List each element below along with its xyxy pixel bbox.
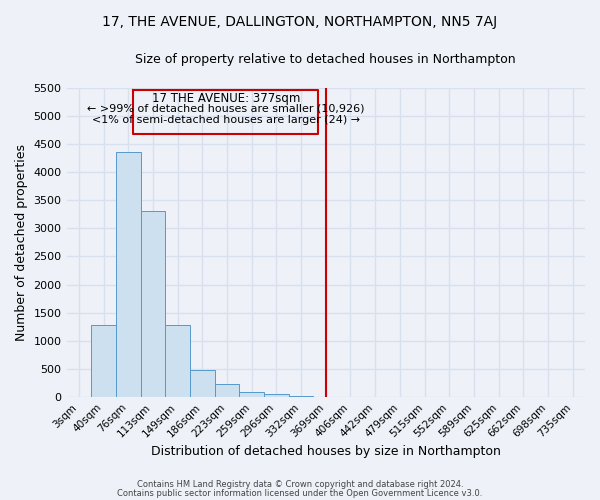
Text: 17, THE AVENUE, DALLINGTON, NORTHAMPTON, NN5 7AJ: 17, THE AVENUE, DALLINGTON, NORTHAMPTON,…: [103, 15, 497, 29]
Bar: [91, 325, 116, 397]
Bar: [190, 370, 215, 397]
Bar: [239, 392, 264, 397]
Bar: [264, 394, 289, 397]
Bar: [116, 152, 140, 397]
Bar: [165, 325, 190, 397]
Bar: [140, 212, 165, 397]
Text: Contains HM Land Registry data © Crown copyright and database right 2024.: Contains HM Land Registry data © Crown c…: [137, 480, 463, 489]
Text: 17 THE AVENUE: 377sqm: 17 THE AVENUE: 377sqm: [152, 92, 300, 104]
Text: <1% of semi-detached houses are larger (24) →: <1% of semi-detached houses are larger (…: [92, 114, 360, 124]
Y-axis label: Number of detached properties: Number of detached properties: [15, 144, 28, 341]
Text: Contains public sector information licensed under the Open Government Licence v3: Contains public sector information licen…: [118, 489, 482, 498]
X-axis label: Distribution of detached houses by size in Northampton: Distribution of detached houses by size …: [151, 444, 501, 458]
Bar: [215, 384, 239, 397]
Bar: [289, 396, 313, 397]
Text: ← >99% of detached houses are smaller (10,926): ← >99% of detached houses are smaller (1…: [87, 104, 365, 114]
Title: Size of property relative to detached houses in Northampton: Size of property relative to detached ho…: [136, 52, 516, 66]
